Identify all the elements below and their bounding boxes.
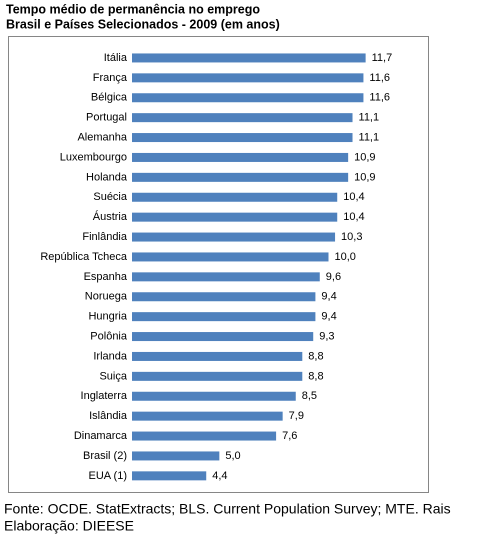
category-label: Brasil (2) xyxy=(83,450,127,462)
bar xyxy=(132,391,296,401)
category-label: EUA (1) xyxy=(88,470,127,482)
chart-title: Tempo médio de permanência no emprego xyxy=(6,2,260,16)
value-label: 10,3 xyxy=(341,231,362,243)
category-label: Portugal xyxy=(86,112,127,124)
category-label: Espanha xyxy=(84,271,128,283)
value-label: 7,6 xyxy=(282,430,297,442)
category-label: França xyxy=(93,72,128,84)
bar xyxy=(132,152,349,162)
bar xyxy=(132,312,316,322)
category-label: Itália xyxy=(104,52,128,64)
bar xyxy=(132,53,366,63)
category-label: Luxembourgo xyxy=(60,151,127,163)
bar xyxy=(132,292,316,302)
category-label: Inglaterra xyxy=(81,390,128,402)
category-label: Finlândia xyxy=(82,231,128,243)
value-label: 9,4 xyxy=(321,311,336,323)
category-label: Áustria xyxy=(93,210,128,223)
bar xyxy=(132,252,329,262)
value-label: 10,9 xyxy=(354,171,375,183)
plot-frame xyxy=(8,36,429,493)
bar xyxy=(132,351,303,361)
bar xyxy=(132,272,320,282)
value-label: 11,1 xyxy=(359,131,380,143)
value-label: 10,4 xyxy=(343,211,364,223)
value-label: 11,7 xyxy=(372,52,393,64)
bar xyxy=(132,451,220,461)
category-label: Polônia xyxy=(90,330,128,342)
category-label: República Tcheca xyxy=(40,251,128,263)
value-label: 9,4 xyxy=(321,291,336,303)
category-label: Bélgica xyxy=(91,92,128,104)
category-label: Noruega xyxy=(85,291,128,303)
value-label: 11,1 xyxy=(359,112,380,124)
value-label: 9,6 xyxy=(326,271,341,283)
category-label: Islândia xyxy=(89,410,128,422)
value-label: 10,4 xyxy=(343,191,364,203)
bar xyxy=(132,471,207,481)
value-label: 11,6 xyxy=(369,72,390,84)
bar xyxy=(132,192,338,202)
value-label: 9,3 xyxy=(319,330,334,342)
bar xyxy=(132,232,336,242)
bar xyxy=(132,113,353,123)
value-label: 10,0 xyxy=(335,251,356,263)
bar xyxy=(132,73,364,83)
value-label: 8,8 xyxy=(308,370,323,382)
value-label: 4,4 xyxy=(212,470,227,482)
category-label: Hungria xyxy=(88,311,127,323)
credit-note: Elaboração: DIEESE xyxy=(4,518,134,534)
category-label: Dinamarca xyxy=(74,430,128,442)
value-label: 11,6 xyxy=(369,92,390,104)
bar xyxy=(132,93,364,103)
value-label: 7,9 xyxy=(289,410,304,422)
bar xyxy=(132,172,349,182)
category-label: Alemanha xyxy=(77,131,127,143)
category-label: Suiça xyxy=(99,370,127,382)
bar xyxy=(132,431,277,441)
bar xyxy=(132,411,283,421)
bar xyxy=(132,133,353,143)
category-label: Suécia xyxy=(93,191,128,203)
value-label: 8,8 xyxy=(308,350,323,362)
value-label: 5,0 xyxy=(225,450,240,462)
category-label: Holanda xyxy=(86,171,128,183)
chart-subtitle: Brasil e Países Selecionados - 2009 (em … xyxy=(6,17,280,31)
value-label: 8,5 xyxy=(302,390,317,402)
value-label: 10,9 xyxy=(354,151,375,163)
bar xyxy=(132,332,314,342)
source-note: Fonte: OCDE. StatExtracts; BLS. Current … xyxy=(4,501,451,517)
category-label: Irlanda xyxy=(93,350,128,362)
bar xyxy=(132,212,338,222)
bar xyxy=(132,371,303,381)
